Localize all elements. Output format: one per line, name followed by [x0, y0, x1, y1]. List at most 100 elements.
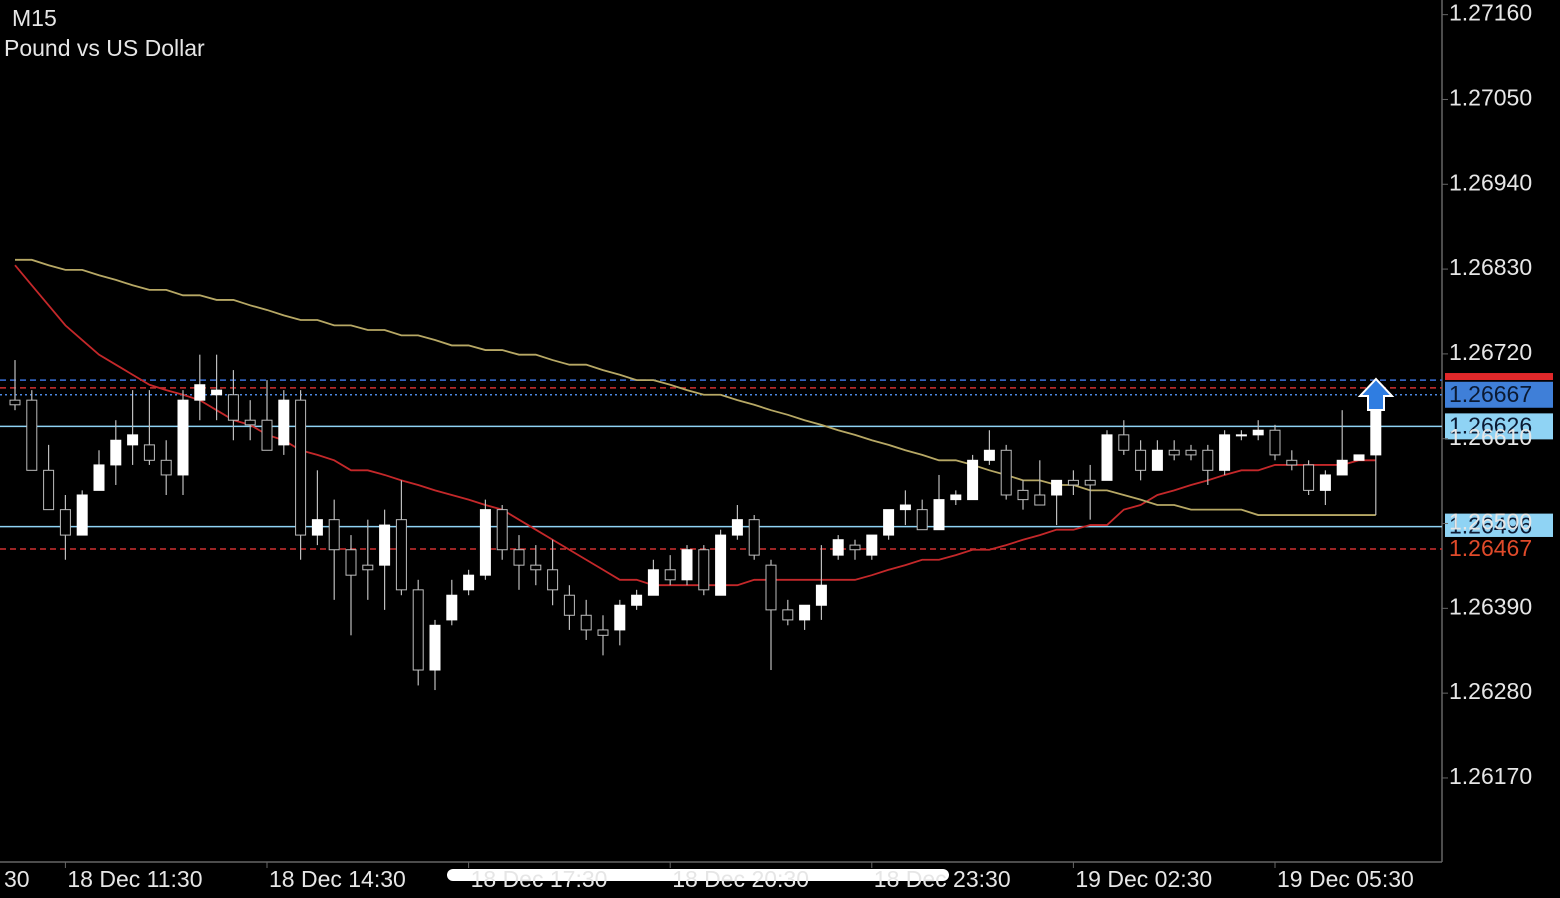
y-tick-label: 1.27050	[1449, 85, 1532, 111]
x-tick-label: 19 Dec 02:30	[1075, 866, 1212, 892]
candle-body	[1034, 494, 1046, 506]
x-tick-label: 18 Dec 14:30	[269, 866, 406, 892]
candle-body	[631, 594, 643, 606]
y-tick-label: 1.26830	[1449, 254, 1532, 280]
candle-body	[143, 444, 155, 461]
candle-body	[261, 419, 273, 451]
candle-body	[866, 534, 878, 556]
chart-subtitle: Pound vs US Dollar	[4, 35, 205, 61]
candle-body	[799, 604, 811, 621]
moving-average	[15, 258, 1376, 516]
candle-body	[1067, 479, 1079, 486]
x-tick-label: 30	[4, 866, 30, 892]
candle-body	[177, 399, 189, 476]
x-tick-label: 18 Dec 23:30	[874, 866, 1011, 892]
candle-body	[664, 569, 676, 581]
candle-body	[1168, 449, 1180, 456]
y-tick-label: 1.26280	[1449, 678, 1532, 704]
candle-body	[647, 569, 659, 596]
candle-body	[1135, 449, 1147, 471]
candle-body	[379, 524, 391, 566]
candle-body	[1017, 489, 1029, 501]
x-tick-label: 18 Dec 20:30	[672, 866, 809, 892]
candle-body	[1051, 479, 1063, 496]
y-tick-label: 1.26390	[1449, 593, 1532, 619]
candle-body	[59, 509, 71, 536]
candle-body	[1286, 459, 1298, 466]
candle-body	[429, 624, 441, 671]
candle-body	[832, 539, 844, 556]
candle-body	[9, 399, 21, 406]
y-tick-label: 1.26720	[1449, 339, 1532, 365]
x-tick-label: 18 Dec 11:30	[67, 866, 202, 892]
candle-body	[899, 504, 911, 511]
buy-arrow	[1357, 377, 1395, 411]
level-label: 1.26467	[1449, 535, 1532, 561]
candle-body	[748, 519, 760, 556]
candle-body	[1000, 449, 1012, 496]
y-tick-label: 1.26940	[1449, 169, 1532, 195]
candle-body	[883, 509, 895, 536]
candle-body	[849, 544, 861, 551]
candle-body	[93, 464, 105, 491]
candle-body	[1336, 459, 1348, 476]
plot-area	[0, 258, 1442, 691]
candle-body	[530, 564, 542, 571]
moving-average	[14, 264, 1376, 587]
chart-title: M15	[12, 5, 57, 31]
candle-body	[815, 584, 827, 606]
candle-body	[1269, 429, 1281, 456]
candle-body	[782, 609, 794, 621]
y-tick-label: 1.26500	[1449, 509, 1532, 535]
y-tick-label: 1.27160	[1449, 0, 1532, 26]
candle-body	[698, 549, 710, 591]
candle-body	[244, 419, 256, 426]
level-label: 1.26626	[1449, 412, 1532, 438]
candle-body	[1235, 434, 1247, 437]
level-label-box	[1445, 381, 1553, 408]
candle-body	[916, 509, 928, 531]
candle-body	[1185, 449, 1197, 456]
candle-body	[395, 519, 407, 591]
candle-body	[950, 494, 962, 501]
candle-body	[731, 519, 743, 536]
candle-body	[563, 594, 575, 616]
candle-body	[227, 394, 239, 421]
level-label: 1.26496	[1449, 513, 1532, 539]
candle-body	[211, 389, 223, 396]
candle-body	[1219, 434, 1231, 471]
candle-body	[328, 519, 340, 551]
candle-body	[345, 549, 357, 576]
candle-body	[26, 399, 38, 471]
candle-body	[1303, 464, 1315, 491]
candle-body	[1151, 449, 1163, 471]
candle-body	[43, 469, 55, 511]
candle-body	[967, 459, 979, 501]
candle-body	[1202, 449, 1214, 471]
candle-body	[513, 549, 525, 566]
level-label-box	[1445, 413, 1553, 440]
candle-body	[160, 459, 172, 476]
candle-body	[412, 589, 424, 671]
scroll-indicator	[447, 869, 949, 881]
candle-body	[547, 569, 559, 591]
candle-body	[1319, 474, 1331, 491]
candle-body	[614, 604, 626, 631]
candle-body	[110, 439, 122, 466]
candle-body	[311, 519, 323, 536]
arrow-icon	[1357, 377, 1395, 411]
candle-body	[765, 564, 777, 611]
candle-body	[1118, 434, 1130, 451]
candle-body	[1101, 434, 1113, 481]
candle-body	[681, 549, 693, 581]
candle-body	[446, 594, 458, 621]
candle-body	[127, 434, 139, 446]
candle-body	[496, 509, 508, 551]
candle-body	[715, 534, 727, 596]
x-tick-label: 19 Dec 05:30	[1277, 866, 1414, 892]
candle-body	[1353, 454, 1365, 461]
